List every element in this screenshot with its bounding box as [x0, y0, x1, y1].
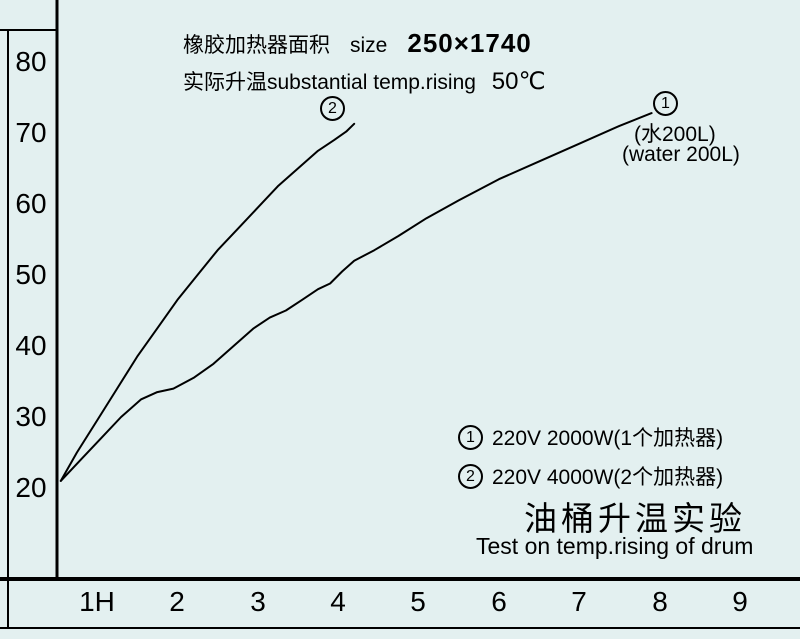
legend-label-2: 220V 4000W(2个加热器) [492, 466, 724, 489]
ytick-70: 70 [15, 117, 47, 148]
curve-1-annotation-en: (water 200L) [622, 143, 740, 166]
legend-item-2: 2 220V 4000W(2个加热器) [458, 461, 723, 491]
ytick-20: 20 [15, 472, 47, 503]
ytick-60: 60 [15, 188, 47, 219]
circled-2-icon: 2 [458, 463, 483, 489]
size-label: size [350, 34, 388, 57]
chart-title-en: Test on temp.rising of drum [476, 533, 754, 559]
heater-area-label: 橡胶加热器面积 [183, 34, 330, 57]
curve-1-water-200l [59, 112, 653, 482]
legend-label-1: 220V 2000W(1个加热器) [492, 427, 724, 450]
xtick-7: 7 [571, 586, 587, 617]
header-line-size: 橡胶加热器面积 size 250×1740 [183, 28, 545, 59]
curve-2-marker: 2 [320, 96, 345, 121]
curve-1-annotation-cn: (水200L) [634, 123, 716, 146]
legend: 1 220V 2000W(1个加热器) 2 220V 4000W(2个加热器) [458, 422, 723, 500]
xtick-6: 6 [491, 586, 507, 617]
circled-1-icon: 1 [458, 424, 483, 450]
circled-2-icon: 2 [320, 96, 345, 121]
circled-1-icon: 1 [653, 91, 678, 116]
xtick-4: 4 [330, 586, 346, 617]
chart-header: 橡胶加热器面积 size 250×1740 实际升温substantial te… [183, 28, 545, 96]
xtick-2: 2 [169, 586, 185, 617]
ytick-30: 30 [15, 401, 47, 432]
chart-title-cn: 油桶升温实验 [524, 500, 746, 537]
ytick-50: 50 [15, 259, 47, 290]
temp-rising-label: 实际升温substantial temp.rising [183, 71, 476, 94]
temp-rising-value: 50℃ [491, 68, 546, 95]
curve-1-marker: 1 [653, 91, 678, 116]
size-value: 250×1740 [407, 28, 532, 58]
xtick-5: 5 [410, 586, 426, 617]
curve-2-double-heater [59, 122, 356, 482]
legend-item-1: 1 220V 2000W(1个加热器) [458, 422, 723, 452]
xtick-3: 3 [250, 586, 266, 617]
xtick-8: 8 [652, 586, 668, 617]
xtick-1h: 1H [79, 586, 115, 617]
header-line-rising: 实际升温substantial temp.rising 50℃ [183, 66, 545, 96]
xtick-9: 9 [732, 586, 748, 617]
ytick-80: 80 [15, 46, 47, 77]
ytick-40: 40 [15, 330, 47, 361]
